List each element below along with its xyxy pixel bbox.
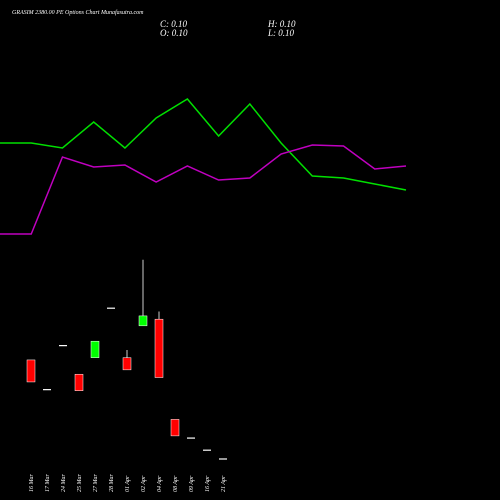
x-tick-label: 16 Apr xyxy=(205,475,211,492)
chart-title: GRASIM 2380.00 PE Options Chart Munafasu… xyxy=(12,9,144,16)
candle-body xyxy=(74,373,84,391)
low-label: L: 0.10 xyxy=(267,28,295,38)
close-label: C: 0.10 xyxy=(160,19,188,29)
candle-body xyxy=(26,359,36,383)
x-tick-label: 08 Apr xyxy=(173,475,179,492)
candle-body xyxy=(90,340,100,358)
x-tick-label: 04 Apr xyxy=(156,475,163,492)
x-tick-label: 28 Mar xyxy=(109,474,115,492)
high-label: H: 0.10 xyxy=(267,19,296,29)
x-tick-label: 01 Apr xyxy=(125,475,131,492)
open-label: O: 0.10 xyxy=(160,28,188,38)
candle-body xyxy=(138,315,148,327)
x-tick-label: 25 Mar xyxy=(77,474,83,492)
x-tick-label: 24 Mar xyxy=(60,474,67,492)
x-tick-label: 21 Apr xyxy=(221,475,227,492)
candle-body xyxy=(170,419,180,437)
x-tick-label: 02 Apr xyxy=(141,475,147,492)
line xyxy=(0,144,407,235)
candle-body xyxy=(122,357,132,371)
x-tick-label: 17 Mar xyxy=(45,474,51,492)
x-tick-label: 16 Mar xyxy=(29,474,35,492)
line xyxy=(0,98,407,191)
x-tick-label: 09 Apr xyxy=(189,475,195,492)
x-tick-label: 27 Mar xyxy=(93,474,99,492)
candle-body xyxy=(154,318,164,378)
